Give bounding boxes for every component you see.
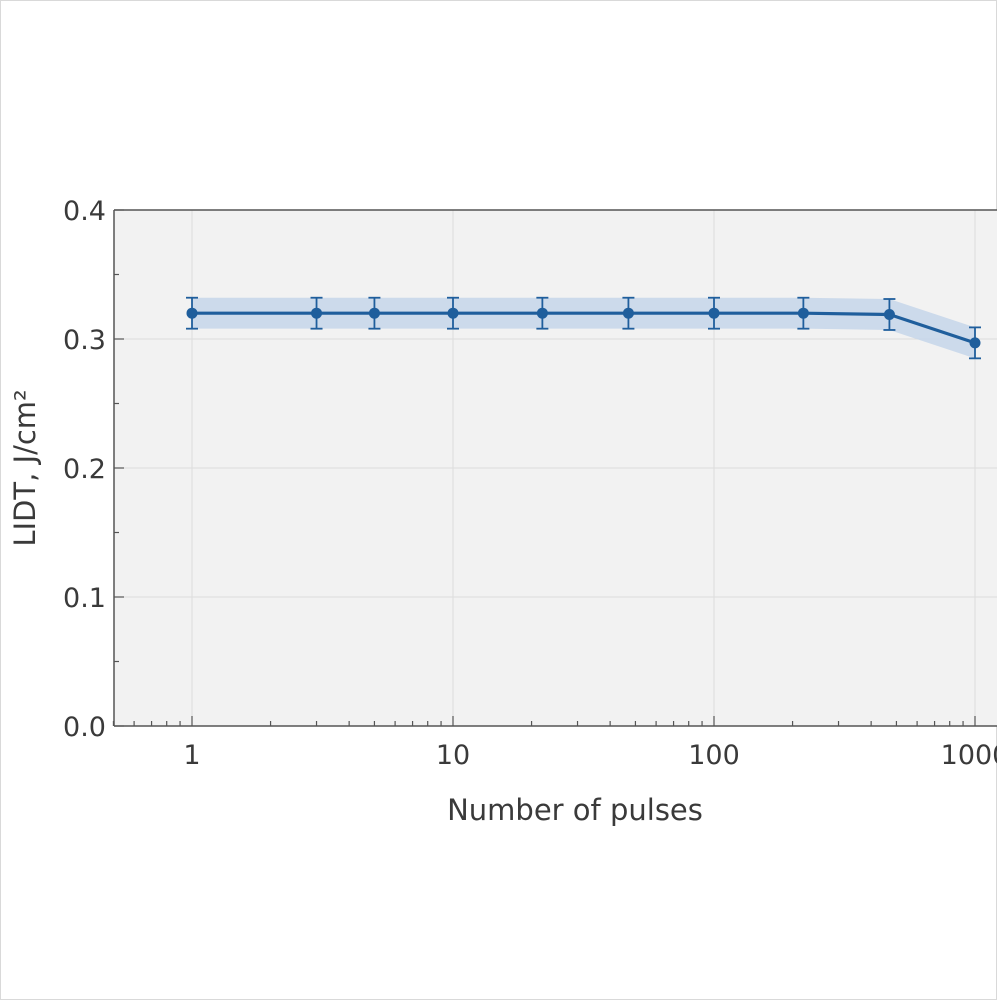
y-tick-label: 0.1 [63, 583, 106, 614]
data-point [708, 307, 720, 319]
y-tick-label: 0.3 [63, 325, 106, 356]
x-tick-label: 100 [688, 740, 740, 771]
y-tick-label: 0.2 [63, 454, 106, 485]
y-tick-label: 0.0 [63, 712, 106, 743]
data-point [368, 307, 380, 319]
data-point [186, 307, 198, 319]
data-point [797, 307, 809, 319]
y-tick-label: 0.4 [63, 196, 106, 227]
data-point [622, 307, 634, 319]
data-point [883, 308, 895, 320]
data-point [311, 307, 323, 319]
plot-area [113, 209, 997, 727]
y-axis: 0.0 0.1 0.2 0.3 0.4 [63, 196, 124, 743]
x-tick-label: 1 [183, 740, 200, 771]
data-point [969, 337, 981, 349]
data-point [536, 307, 548, 319]
x-axis-title: Number of pulses [447, 793, 703, 827]
data-point [447, 307, 459, 319]
series-line [192, 311, 976, 345]
y-axis-title: LIDT, J/cm² [8, 389, 42, 546]
x-tick-label: 10 [436, 740, 470, 771]
series-layer [186, 296, 981, 360]
